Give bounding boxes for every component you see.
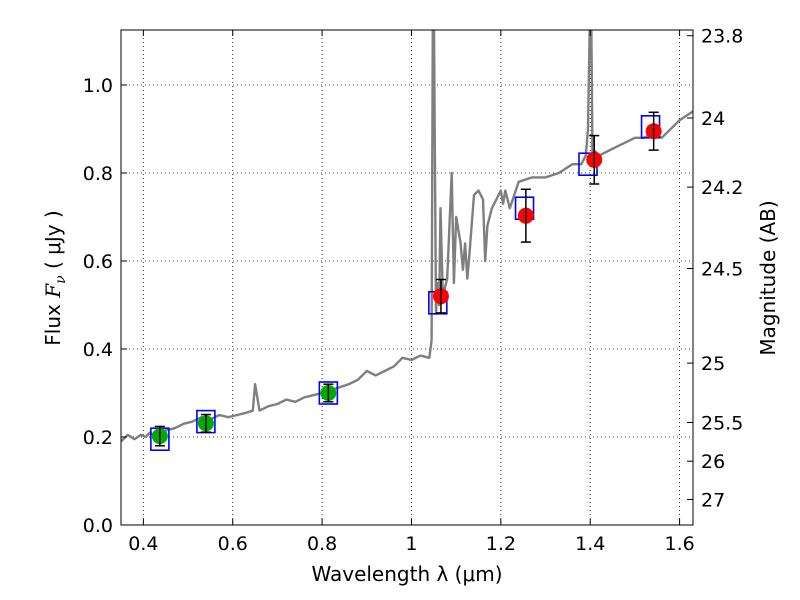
y-tick-label: 1.0	[83, 75, 113, 97]
y2-tick-label: 25.5	[701, 412, 743, 434]
model-spectrum-layer	[121, 30, 693, 443]
model-photometry-square	[318, 381, 339, 405]
tick-layer: 0.4 0.6 0.8 1 1.2 1.4 1.6 0.0 0.2 0.4 0.6 0.8 1.0 23.…	[83, 26, 744, 555]
y2-tick-label: 24.5	[701, 258, 743, 280]
y-label-variable: F	[41, 283, 65, 299]
y2-tick-label: 26	[701, 451, 725, 473]
x-tick-label: 1	[405, 533, 417, 555]
y2-tick-label: 24.2	[701, 177, 743, 199]
x-tick-label: 1.4	[575, 533, 605, 555]
x-tick-label: 0.6	[218, 533, 248, 555]
y-tick-label: 0.6	[83, 251, 113, 273]
y-label-prefix: Flux	[41, 298, 65, 346]
y-tick-label: 0.2	[83, 427, 113, 449]
y-axis-label: Flux Fν ( μJy )	[41, 210, 69, 345]
y-label-unit: ( μJy )	[41, 210, 65, 275]
y-label-subscript: ν	[53, 275, 69, 284]
x-tick-label: 1.2	[486, 533, 516, 555]
y-tick-label: 0.8	[83, 163, 113, 185]
x-tick-label: 1.6	[664, 533, 694, 555]
y2-axis-label: Magnitude (AB)	[756, 200, 780, 355]
y-tick-label: 0.4	[83, 339, 113, 361]
y-tick-label: 0.0	[83, 515, 113, 537]
model-spectrum-line	[121, 30, 693, 443]
x-tick-label: 0.8	[307, 533, 337, 555]
y2-tick-label: 23.8	[701, 26, 743, 48]
y2-tick-label: 27	[701, 489, 725, 511]
marker-layer	[150, 111, 662, 452]
y2-tick-label: 25	[701, 353, 725, 375]
x-axis-label: Wavelength λ (μm)	[311, 562, 502, 586]
plot-frame	[120, 29, 694, 526]
x-tick-label: 0.4	[128, 533, 158, 555]
y2-tick-label: 24	[701, 108, 725, 130]
